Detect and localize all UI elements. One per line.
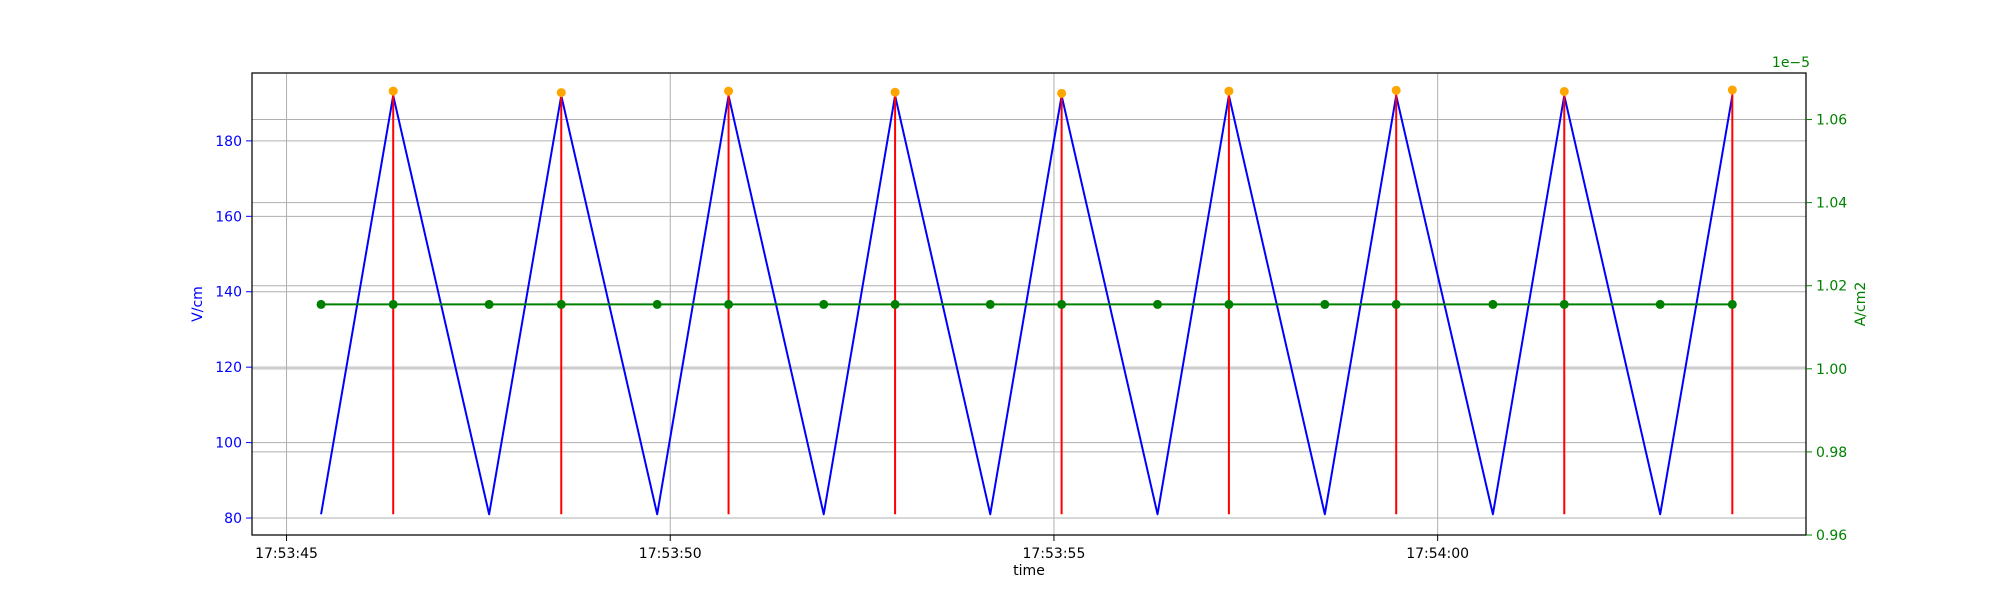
x-tick-label: 17:53:45	[255, 546, 318, 562]
peak-marker	[1224, 86, 1234, 96]
axes-layer: 17:53:45 17:53:50 17:53:55 17:54:00 80 100 120…	[215, 113, 1847, 562]
left-tick-label: 120	[215, 360, 242, 376]
plot-frame	[251, 72, 1807, 536]
peak-marker	[1559, 86, 1569, 96]
peak-marker	[1727, 85, 1737, 95]
right-tick-label: 0.98	[1816, 445, 1847, 461]
current-point	[724, 299, 734, 309]
x-tick-label: 17:53:50	[639, 546, 702, 562]
current-point	[1559, 299, 1569, 309]
current-point	[985, 299, 995, 309]
current-point	[890, 299, 900, 309]
peak-marker	[1057, 88, 1067, 98]
left-tick-label: 140	[215, 285, 242, 301]
x-tick-label: 17:53:55	[1022, 546, 1085, 562]
right-tick-label: 1.00	[1816, 362, 1847, 378]
peak-marker	[890, 87, 900, 97]
current-point	[1727, 299, 1737, 309]
current-point	[652, 299, 662, 309]
peak-marker	[388, 86, 398, 96]
current-point	[1655, 299, 1665, 309]
left-tick-label: 100	[215, 436, 242, 452]
peak-marker	[556, 88, 566, 98]
right-tick-label: 1.02	[1816, 279, 1847, 295]
left-tick-label: 80	[224, 511, 242, 527]
series-layer	[316, 85, 1737, 516]
current-point	[1153, 299, 1163, 309]
current-point	[1391, 299, 1401, 309]
current-point	[388, 299, 398, 309]
left-tick-label: 160	[215, 209, 242, 225]
current-point	[316, 299, 326, 309]
current-point	[484, 299, 494, 309]
left-y-axis-label: V/cm	[190, 286, 206, 322]
right-y-axis-label: A/cm2	[1853, 282, 1869, 327]
x-tick-label: 17:54:00	[1406, 546, 1469, 562]
current-point	[819, 299, 829, 309]
current-point	[1488, 299, 1498, 309]
right-axis-offset-label: 1e−5	[1772, 55, 1810, 71]
current-point	[556, 299, 566, 309]
peak-marker	[1391, 85, 1401, 95]
right-tick-label: 1.06	[1816, 113, 1847, 129]
right-tick-label: 1.04	[1816, 196, 1847, 212]
right-tick-label: 0.96	[1816, 528, 1847, 544]
current-point	[1057, 299, 1067, 309]
current-point	[1224, 299, 1234, 309]
x-axis-label: time	[1013, 563, 1045, 579]
left-tick-label: 180	[215, 134, 242, 150]
peak-marker	[724, 86, 734, 96]
current-point	[1320, 299, 1330, 309]
